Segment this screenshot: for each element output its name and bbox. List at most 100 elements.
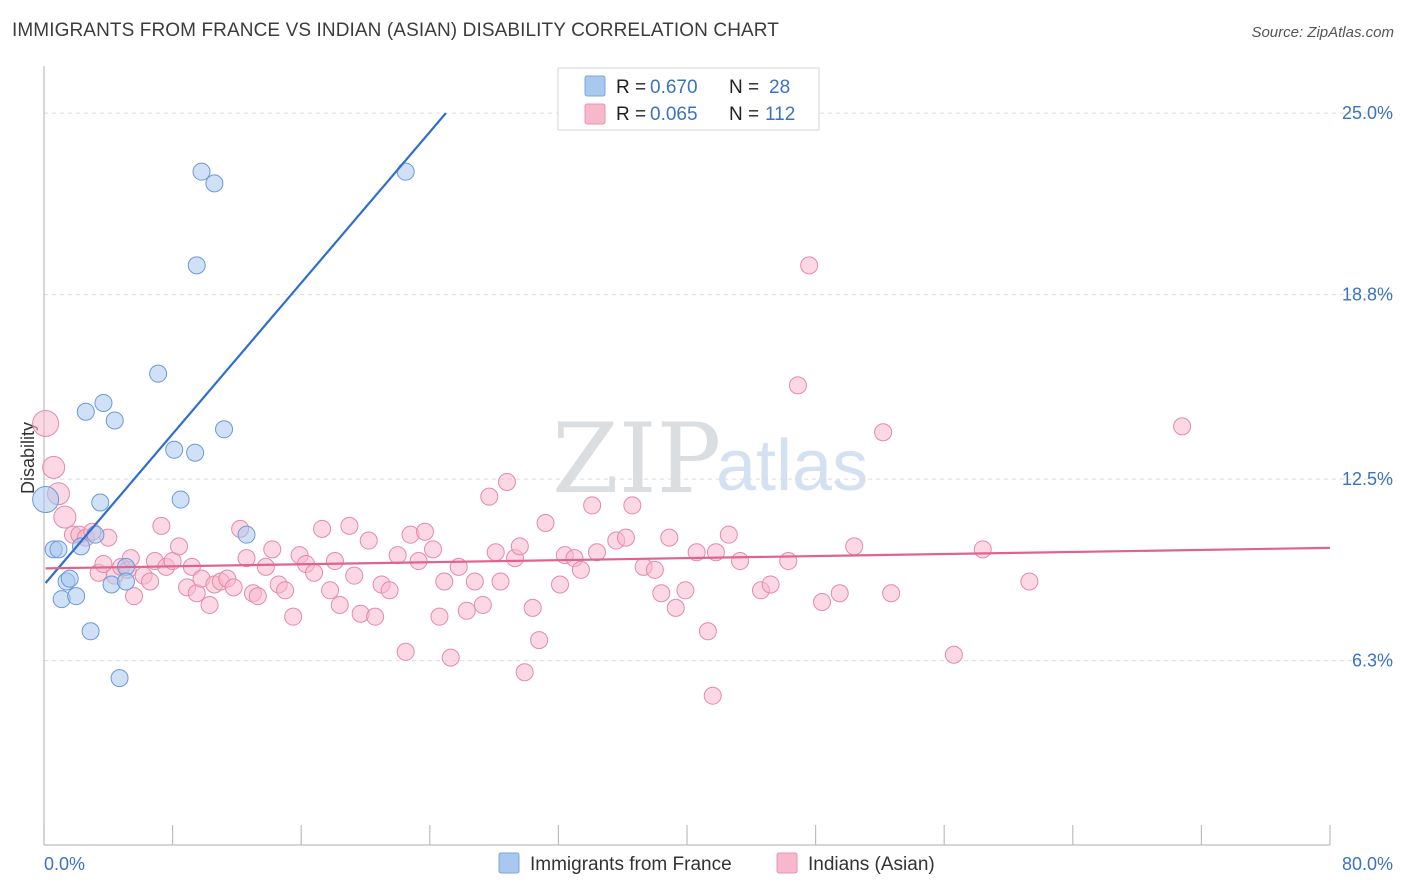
france-point [237, 525, 256, 544]
indians-point [645, 560, 664, 579]
indians-point [660, 528, 679, 547]
indians-point [263, 540, 282, 559]
y-tick-label: 12.5% [1342, 469, 1393, 489]
indians-point [530, 631, 549, 650]
indians-point [457, 601, 476, 620]
indians-point [325, 552, 344, 571]
indians-point [536, 513, 555, 532]
indians-point [256, 557, 275, 576]
legend-r-value-1: 0.670 [650, 77, 698, 98]
indians-point [321, 581, 340, 600]
indians-point [523, 598, 542, 617]
legend-r-label-2: R = [616, 104, 646, 125]
indians-point [248, 587, 267, 606]
indians-point [359, 531, 378, 550]
trend-line-indians [45, 546, 1331, 570]
x-tick-label-min: 0.0% [44, 854, 85, 874]
indians-point [510, 537, 529, 556]
indians-point [441, 648, 460, 667]
indians-point [53, 505, 77, 529]
indians-point [224, 578, 243, 597]
chart-title: IMMIGRANTS FROM FRANCE VS INDIAN (ASIAN)… [12, 20, 779, 41]
france-point [149, 364, 168, 383]
indians-point [788, 376, 807, 395]
france-point [60, 569, 79, 588]
legend-r-value-2: 0.065 [650, 104, 698, 125]
series-immigrants-france-points [32, 162, 415, 688]
indians-point [415, 522, 434, 541]
indians-point [330, 595, 349, 614]
indians-point [830, 584, 849, 603]
indians-point [396, 642, 415, 661]
indians-point [882, 584, 901, 603]
indians-point [480, 487, 499, 506]
france-point [186, 443, 205, 462]
legend-swatch-indians [584, 103, 606, 125]
indians-point [366, 607, 385, 626]
watermark-atlas: atlas [716, 426, 868, 506]
indians-point [465, 572, 484, 591]
indians-point [401, 525, 420, 544]
legend-n-value-2: 112 [765, 104, 795, 125]
indians-point [944, 645, 963, 664]
legend-n-value-1: 28 [769, 77, 790, 98]
indians-point [800, 256, 819, 275]
indians-point [583, 496, 602, 515]
indians-point [486, 543, 505, 562]
france-point [105, 411, 124, 430]
indians-point [305, 563, 324, 582]
y-axis-label: Disability [18, 422, 38, 494]
indians-point [380, 581, 399, 600]
indians-point [703, 686, 722, 705]
indians-point [276, 581, 295, 600]
france-point [110, 669, 129, 688]
indians-point [141, 572, 160, 591]
bottom-legend-label-france: Immigrants from France [530, 854, 732, 875]
indians-point [424, 540, 443, 559]
trend-line-france [44, 112, 447, 584]
indians-point [284, 607, 303, 626]
indians-point [388, 546, 407, 565]
legend-swatch-france [584, 75, 606, 97]
france-point [116, 572, 135, 591]
france-point [91, 493, 110, 512]
indians-point [473, 595, 492, 614]
top-legend: R = 0.670 N = 28 R = 0.065 N = 112 [557, 67, 820, 131]
france-point [187, 256, 206, 275]
indians-point [515, 663, 534, 682]
indians-point [340, 516, 359, 535]
indians-point [779, 552, 798, 571]
indians-point [719, 525, 738, 544]
indians-point [313, 519, 332, 538]
indians-point [687, 543, 706, 562]
indians-point [1020, 572, 1039, 591]
indians-point [973, 540, 992, 559]
indians-point [491, 572, 510, 591]
x-tick-label-max: 80.0% [1342, 854, 1393, 874]
trend-lines [44, 112, 1331, 584]
indians-point [845, 537, 864, 556]
indians-point [497, 472, 516, 491]
indians-point [125, 587, 144, 606]
indians-point [237, 549, 256, 568]
indians-point [42, 455, 66, 479]
indians-point [435, 572, 454, 591]
bottom-legend-swatch-france [498, 852, 520, 874]
france-point [215, 420, 234, 439]
watermark-zip: ZIP [552, 403, 721, 515]
indians-point [676, 581, 695, 600]
y-tick-labels: 6.3% 12.5% 18.8% 25.0% [1342, 103, 1393, 670]
gridlines [44, 112, 1392, 662]
france-point [67, 587, 86, 606]
indians-point [874, 423, 893, 442]
france-point [86, 525, 105, 544]
indians-point [571, 560, 590, 579]
bottom-legend-swatch-indians [776, 852, 798, 874]
legend-r-label-1: R = [616, 77, 646, 98]
indians-point [1173, 417, 1192, 436]
bottom-legend-label-indians: Indians (Asian) [808, 854, 935, 875]
indians-point [551, 575, 570, 594]
bottom-legend: Immigrants from France Indians (Asian) [498, 852, 935, 875]
indians-point [652, 584, 671, 603]
